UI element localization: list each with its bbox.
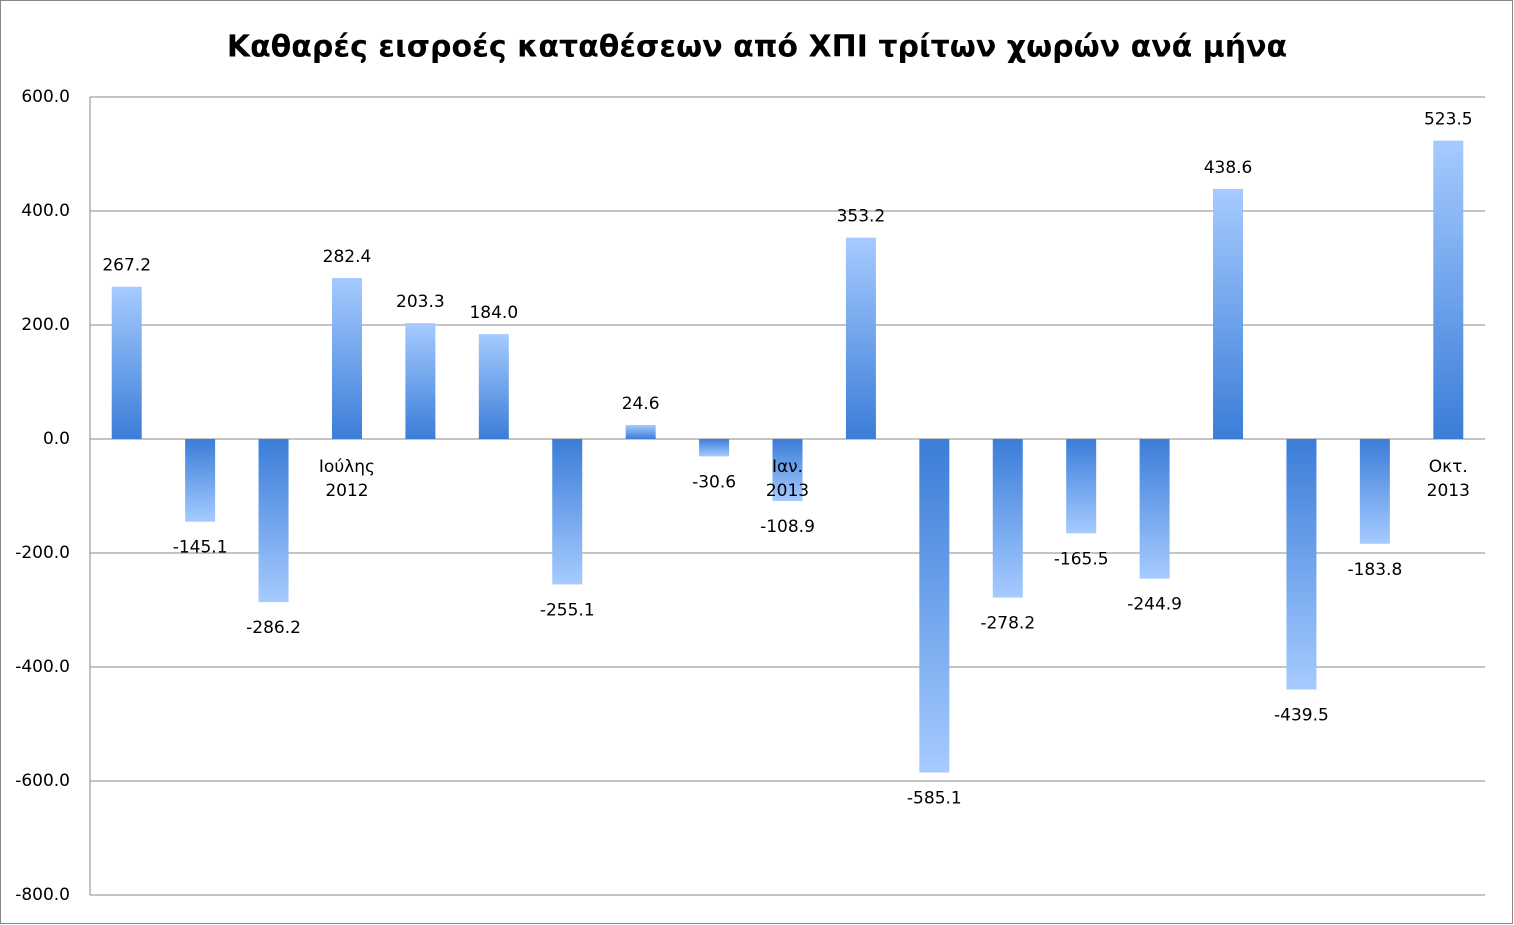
- y-tick-label: -400.0: [15, 657, 70, 677]
- value-label: -165.5: [1054, 549, 1109, 569]
- y-tick-label: 400.0: [21, 201, 70, 221]
- value-label: 184.0: [469, 303, 518, 323]
- value-label: -278.2: [980, 614, 1035, 634]
- y-tick-label: -200.0: [15, 543, 70, 563]
- bar: [258, 439, 289, 603]
- value-label: -255.1: [540, 600, 595, 620]
- bar: [331, 278, 362, 439]
- bar: [1066, 439, 1097, 534]
- value-label: -108.9: [760, 517, 815, 537]
- value-label: 438.6: [1204, 158, 1253, 178]
- value-label: -244.9: [1127, 595, 1182, 615]
- bar: [1139, 439, 1170, 579]
- value-label: 203.3: [396, 292, 445, 312]
- y-tick-label: -600.0: [15, 771, 70, 791]
- bar: [478, 334, 509, 439]
- value-label: -585.1: [907, 789, 962, 809]
- bar: [1286, 439, 1317, 690]
- bar: [552, 439, 583, 585]
- bar: [185, 439, 216, 522]
- value-label: 523.5: [1424, 110, 1473, 130]
- value-label: -30.6: [692, 472, 736, 492]
- bar: [772, 439, 803, 502]
- bar: [1433, 140, 1464, 440]
- y-tick-label: -800.0: [15, 885, 70, 905]
- bar: [919, 439, 950, 773]
- bar: [845, 237, 876, 439]
- chart-title: Καθαρές εισροές καταθέσεων από ΧΠΙ τρίτω…: [227, 30, 1287, 65]
- bar: [992, 439, 1023, 598]
- y-tick-label: 0.0: [43, 429, 70, 449]
- x-tick-label: Ιούλης 2012: [318, 457, 375, 501]
- bar: [1359, 439, 1390, 544]
- value-label: -286.2: [246, 618, 301, 638]
- bar: [111, 286, 142, 439]
- value-label: 282.4: [323, 247, 372, 267]
- bar: [699, 439, 730, 457]
- value-label: 353.2: [837, 207, 886, 227]
- x-tick-label: Ιαν. 2013: [765, 457, 810, 501]
- value-label: 267.2: [102, 256, 151, 276]
- value-label: -183.8: [1347, 560, 1402, 580]
- x-tick-label: Οκτ. 2013: [1426, 457, 1470, 501]
- y-tick-label: 200.0: [21, 315, 70, 335]
- value-label: -439.5: [1274, 706, 1329, 726]
- bar: [1213, 188, 1244, 439]
- bar: [625, 424, 656, 439]
- value-label: -145.1: [173, 538, 228, 558]
- bar: [405, 323, 436, 439]
- value-label: 24.6: [622, 394, 660, 414]
- y-tick-label: 600.0: [21, 87, 70, 107]
